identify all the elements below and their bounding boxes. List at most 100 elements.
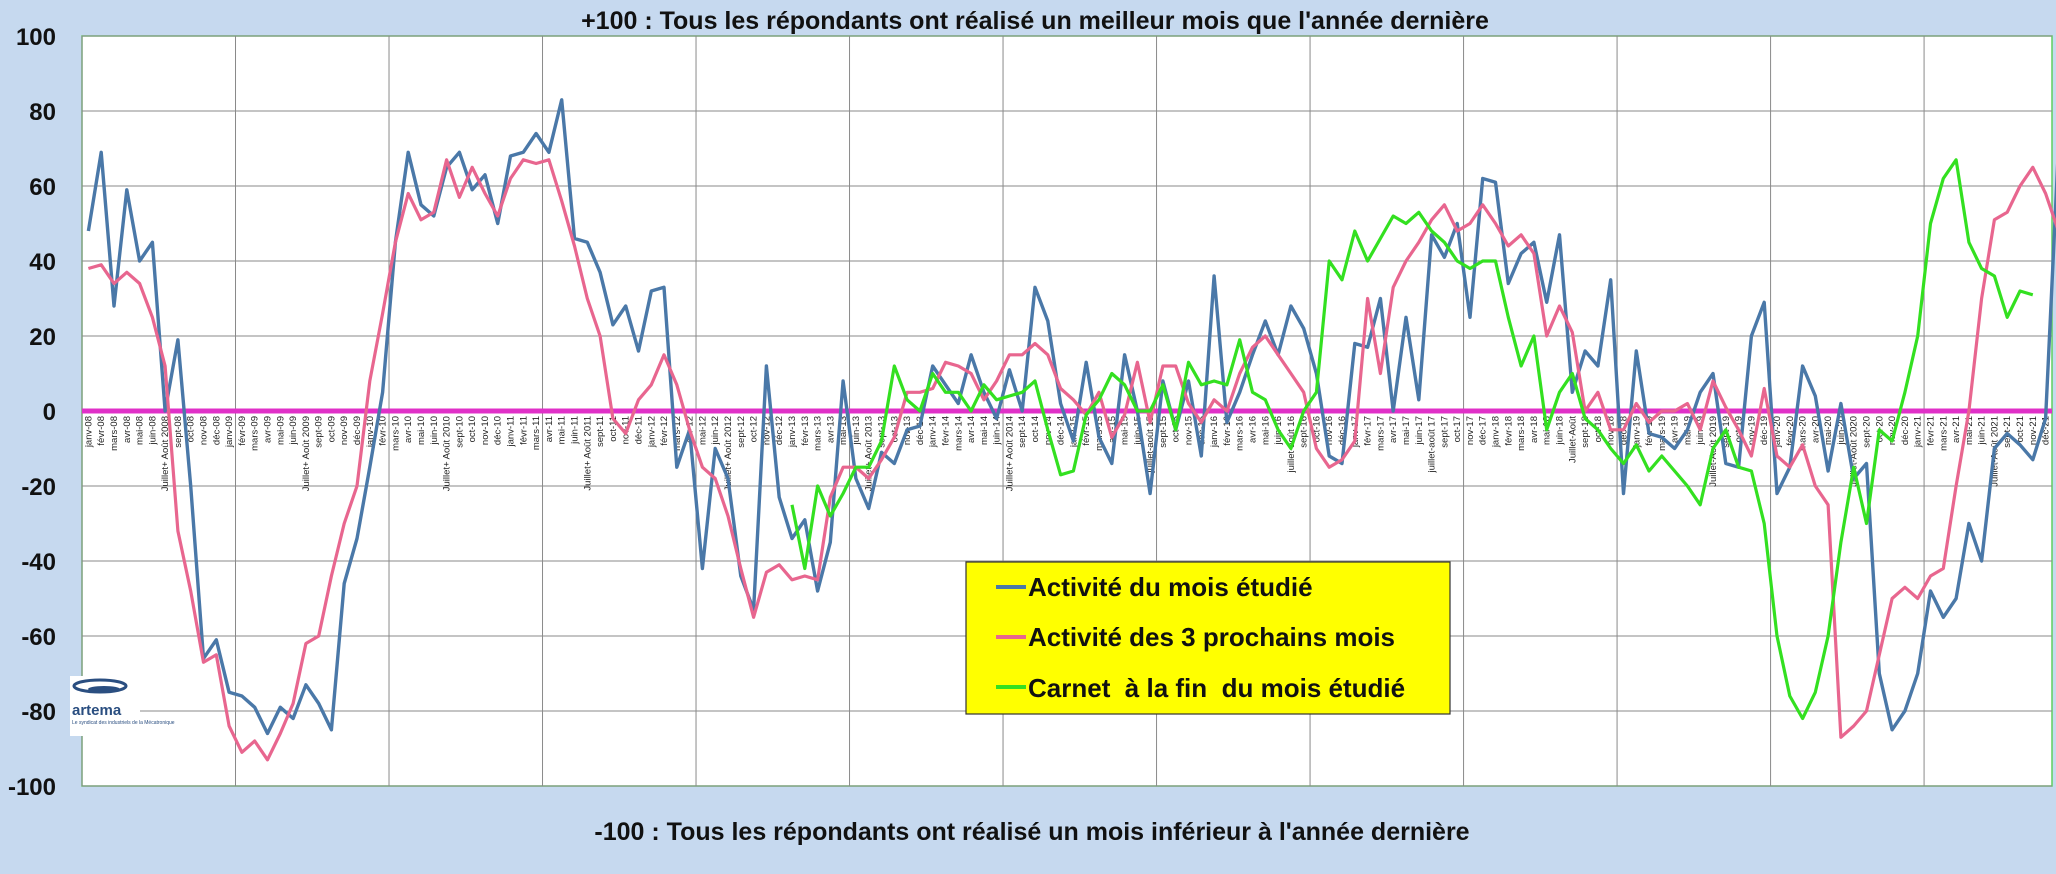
x-tick-label: déc-16 [1337,416,1348,445]
x-tick-label: juillet-août 15 [1145,416,1156,474]
x-tick-label: mai-20 [1823,416,1834,445]
x-tick-label: juin-11 [570,416,581,445]
chart-subtitle: -100 : Tous les répondants ont réalisé u… [594,818,1469,846]
x-tick-label: mars-11 [531,416,542,450]
x-tick-label: févr-09 [237,416,248,446]
x-tick-label: avr-14 [966,416,977,443]
y-tick-label: 20 [29,324,56,351]
x-tick-label: juin-18 [1555,416,1566,446]
x-tick-label: mars-12 [672,416,683,451]
x-tick-label: sept-10 [454,416,465,448]
x-tick-label: avr-18 [1529,416,1540,443]
x-tick-label: mai-21 [1964,416,1975,445]
x-tick-label: juin-13 [851,416,862,446]
x-tick-label: mars-20 [1798,416,1809,451]
y-tick-label: -100 [8,774,56,801]
x-tick-label: juin-09 [288,416,299,446]
x-tick-label: févr-18 [1503,416,1514,446]
x-tick-label: mars-19 [1657,416,1668,451]
x-tick-label: févr-15 [1081,416,1092,446]
x-tick-label: avr-09 [262,416,273,443]
series-line-3 [790,158,2034,721]
x-tick-label: oct-14 [1030,416,1041,442]
x-tick-label: déc-10 [493,416,504,445]
x-tick-label: sept-12 [736,416,747,448]
x-tick-label: oct-12 [749,416,760,442]
x-tick-label: juin-20 [1836,416,1847,446]
x-tick-label: oct-11 [608,416,619,442]
x-tick-label: avr-20 [1810,416,1821,443]
logo-background [70,676,140,736]
x-tick-label: mars-08 [109,416,120,451]
x-tick-label: juin-10 [429,416,440,446]
x-tick-label: déc-19 [1759,416,1770,445]
x-tick-label: mai-13 [838,416,849,445]
x-tick-label: oct-21 [2015,416,2026,442]
x-tick-label: mars-18 [1516,416,1527,451]
x-tick-label: nov-10 [480,416,491,445]
x-tick-label: Juillet+ Août 2012 [723,416,734,491]
x-tick-label: nov-16 [1324,416,1335,445]
x-tick-label: juillet-août 17 [1427,416,1438,474]
chart-title: +100 : Tous les répondants ont réalisé u… [581,7,1489,35]
x-tick-label: sept-16 [1299,416,1310,448]
x-tick-label: avr-13 [825,416,836,443]
x-tick-label: mars-09 [250,416,261,451]
x-tick-label: janv-20 [1772,416,1783,448]
y-axis-ticks: 100 80 60 40 20 0 -20 -40 -60 -80 -100 [8,24,56,801]
x-tick-label: déc-14 [1056,416,1067,445]
x-tick-label: oct-13 [889,416,900,442]
x-tick-label: mars-21 [1938,416,1949,451]
x-tick-label: juin-14 [992,416,1003,446]
x-tick-label: nov-15 [1184,416,1195,445]
x-tick-label: janv-13 [787,416,798,448]
x-tick-label: déc-20 [1900,416,1911,445]
x-tick-label: juin-15 [1132,416,1143,446]
y-tick-label: -60 [21,624,56,651]
x-tick-label: oct-16 [1311,416,1322,442]
x-tick-label: sept-18 [1580,416,1591,448]
y-tick-label: 40 [29,249,56,276]
x-tick-label: févr-11 [518,416,529,445]
x-tick-label: mars-17 [1375,416,1386,451]
x-tick-label: avr-16 [1247,416,1258,443]
x-tick-label: avr-11 [544,416,555,442]
x-tick-label: Juillet+ Août 2014 [1004,416,1015,491]
x-tick-label: déc-13 [915,416,926,445]
x-tick-label: mai-14 [979,416,990,445]
x-tick-label: oct-08 [186,416,197,442]
y-tick-label: 60 [29,174,56,201]
x-tick-label: mai-11 [557,416,568,444]
x-tick-label: sept-14 [1017,416,1028,448]
x-tick-label: mars-10 [390,416,401,451]
legend: Activité du mois étudié Activité des 3 p… [965,561,1451,715]
x-tick-label: févr-10 [378,416,389,446]
x-tick-label: nov-21 [2028,416,2039,445]
x-tick-label: avr-19 [1670,416,1681,443]
x-tick-label: nov-19 [1746,416,1757,445]
x-tick-label: Juillet-Août [1567,416,1578,463]
x-tick-label: Juillet+ Août 2009 [301,416,312,491]
x-tick-label: mars-14 [953,416,964,451]
x-tick-label: mars-13 [813,416,824,451]
x-tick-label: mai-08 [135,416,146,445]
logo-swoosh-icon [72,678,128,694]
x-tick-label: nov-12 [761,416,772,445]
x-tick-label: déc-11 [633,416,644,444]
x-tick-label: févr-14 [940,416,951,446]
logo-swoosh-fill-icon [88,686,120,692]
x-tick-label: déc-09 [352,416,363,445]
x-tick-label: févr-12 [659,416,670,446]
x-tick-label: Juillet+ Août 2011 [582,416,593,491]
artema-logo: artema Le syndicat des industriels de la… [70,676,175,736]
x-tick-label: janv-19 [1631,416,1642,448]
x-tick-label: oct-09 [326,416,337,442]
x-tick-label: janv-21 [1913,416,1924,448]
x-tick-label: févr-13 [800,416,811,446]
x-tick-label: Juillet+ Août 2013 [864,416,875,491]
x-tick-label: sept-09 [314,416,325,448]
x-tick-label: mai-09 [275,416,286,445]
x-tick-label: févr-17 [1363,416,1374,446]
x-tick-label: janv-09 [224,416,235,448]
